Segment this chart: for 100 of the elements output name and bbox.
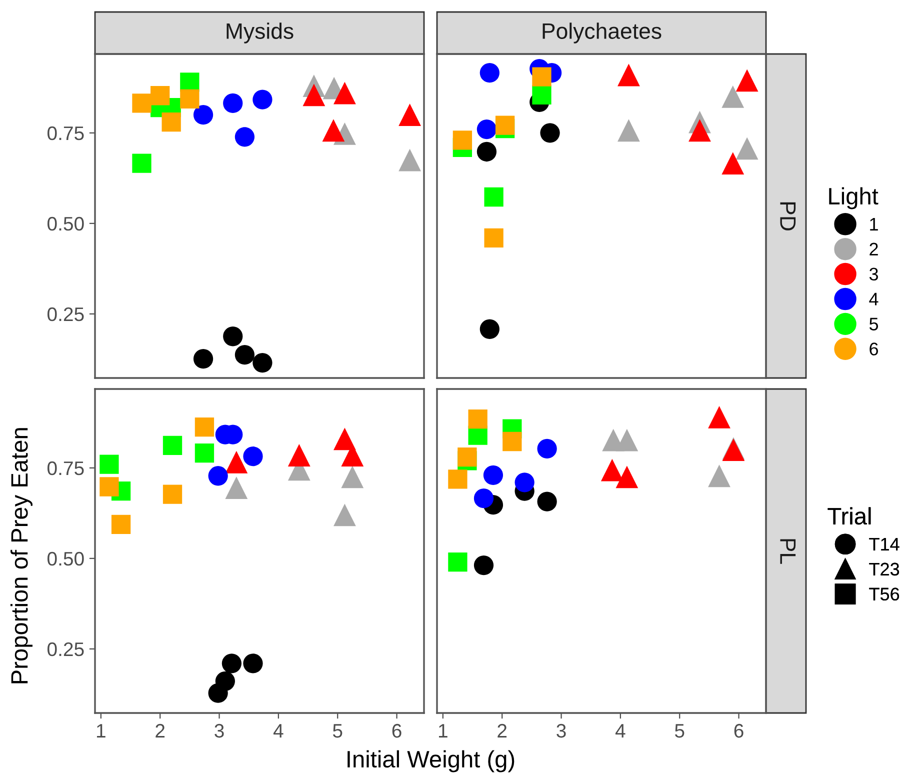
point bbox=[194, 417, 214, 437]
x-tick-label: 3 bbox=[556, 724, 566, 738]
point bbox=[480, 63, 500, 83]
legend-label: 4 bbox=[869, 292, 878, 306]
legend-label: 2 bbox=[870, 242, 878, 256]
chart-title: Polychaetes bbox=[542, 22, 662, 44]
point bbox=[341, 466, 364, 488]
text: T14 bbox=[869, 538, 900, 550]
x-tick-label: 6 bbox=[392, 724, 402, 738]
point bbox=[688, 119, 711, 142]
point bbox=[398, 104, 421, 126]
point bbox=[243, 446, 263, 466]
x-tick-label: 4 bbox=[273, 724, 284, 738]
point bbox=[334, 428, 356, 450]
point bbox=[225, 476, 248, 500]
point bbox=[600, 458, 624, 482]
point bbox=[474, 488, 494, 508]
point bbox=[618, 64, 640, 86]
point bbox=[302, 84, 326, 106]
point bbox=[111, 514, 131, 534]
point bbox=[618, 119, 640, 142]
point bbox=[537, 492, 557, 512]
point bbox=[223, 93, 243, 114]
point bbox=[514, 472, 534, 492]
x-tick-label: 1 bbox=[96, 724, 106, 738]
point bbox=[334, 504, 356, 526]
point bbox=[722, 86, 744, 108]
legend-title: Light bbox=[829, 187, 878, 210]
point bbox=[252, 90, 272, 110]
x-axis-title: Initial Weight (g) bbox=[348, 750, 514, 772]
y-axis-title: Proportion of Prey Eaten bbox=[10, 428, 32, 684]
point bbox=[540, 123, 560, 143]
point bbox=[208, 466, 228, 486]
point bbox=[476, 119, 497, 140]
point bbox=[322, 119, 345, 142]
legend-label: 1 bbox=[870, 218, 878, 230]
point bbox=[483, 465, 504, 485]
text: Trial bbox=[828, 507, 871, 525]
y-tick-label: 0.25 bbox=[48, 307, 84, 322]
x-tick-label: 2 bbox=[156, 724, 165, 738]
point bbox=[132, 154, 152, 173]
y-tick-label: 0.75 bbox=[48, 126, 84, 140]
x-tick-label: 5 bbox=[332, 724, 342, 738]
y2-axis-title: PL bbox=[780, 539, 796, 564]
chart-title: Mysids bbox=[226, 22, 294, 44]
point bbox=[194, 444, 214, 463]
x-tick-label: 1 bbox=[438, 724, 448, 738]
y-tick-label: 0.50 bbox=[48, 216, 84, 231]
point bbox=[452, 130, 472, 150]
point bbox=[495, 116, 515, 135]
legend-label: 6 bbox=[870, 342, 878, 356]
point bbox=[448, 552, 468, 572]
point bbox=[448, 470, 468, 489]
point bbox=[162, 112, 181, 132]
x-tick-label: 4 bbox=[615, 724, 626, 738]
point bbox=[484, 187, 504, 207]
point bbox=[225, 450, 248, 474]
point bbox=[532, 85, 552, 104]
point bbox=[162, 436, 182, 456]
legend-label: 5 bbox=[869, 318, 878, 330]
y2-axis-title: PD bbox=[780, 202, 796, 230]
point bbox=[398, 148, 421, 172]
point bbox=[223, 326, 243, 346]
point bbox=[532, 67, 552, 86]
point bbox=[334, 82, 356, 104]
x-tick-label: 2 bbox=[498, 724, 507, 738]
y-tick-label: 0.75 bbox=[48, 461, 84, 476]
point bbox=[243, 654, 263, 674]
legend-label: 3 bbox=[869, 268, 878, 281]
point bbox=[708, 406, 730, 428]
x-tick-label: 3 bbox=[214, 724, 224, 738]
point bbox=[480, 319, 500, 339]
point bbox=[736, 137, 758, 160]
point bbox=[180, 89, 200, 108]
point bbox=[234, 127, 255, 147]
x-tick-label: 5 bbox=[674, 724, 684, 738]
point bbox=[100, 454, 119, 474]
point bbox=[234, 345, 255, 365]
point bbox=[208, 683, 228, 703]
x-tick-label: 6 bbox=[734, 724, 744, 738]
point bbox=[252, 352, 272, 373]
point bbox=[150, 86, 170, 106]
point bbox=[722, 152, 744, 175]
text: T23 bbox=[869, 562, 900, 576]
point bbox=[100, 477, 119, 496]
point bbox=[476, 142, 497, 162]
point bbox=[484, 228, 504, 248]
point bbox=[736, 69, 758, 92]
point bbox=[474, 555, 494, 576]
point bbox=[222, 654, 242, 674]
point bbox=[193, 104, 214, 125]
point bbox=[458, 447, 477, 467]
point bbox=[708, 464, 730, 488]
text: T56 bbox=[869, 588, 900, 601]
point bbox=[616, 466, 638, 488]
point bbox=[616, 428, 638, 452]
point bbox=[502, 432, 522, 452]
point bbox=[132, 94, 152, 113]
point bbox=[537, 438, 557, 459]
y-tick-label: 0.50 bbox=[48, 552, 84, 566]
